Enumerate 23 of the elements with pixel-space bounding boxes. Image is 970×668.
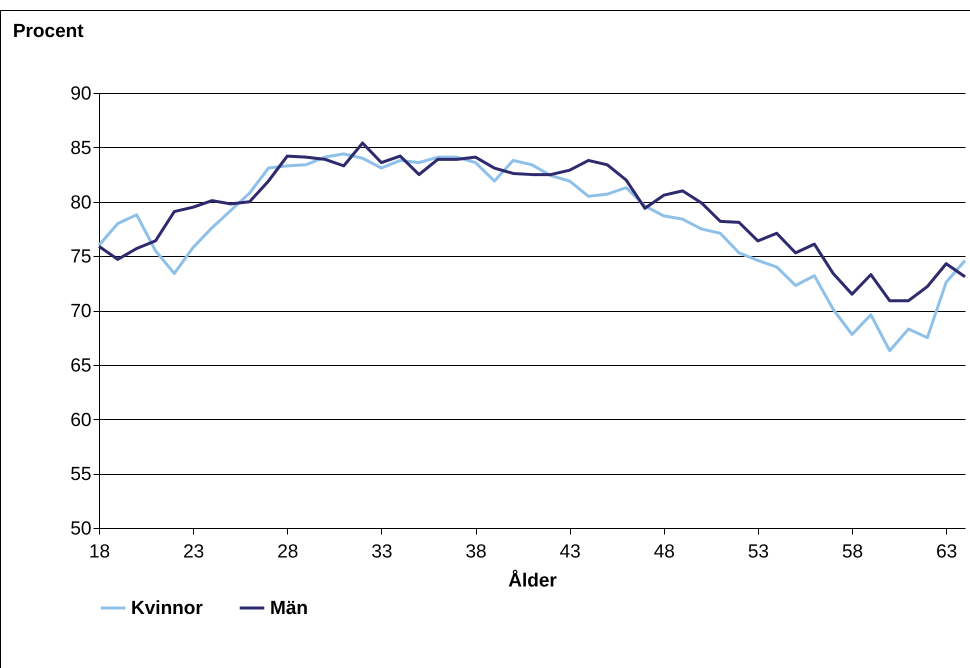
y-tick-label: 55 xyxy=(70,464,92,486)
x-axis-title: Ålder xyxy=(508,570,558,592)
y-tick-label: 60 xyxy=(70,410,92,431)
legend-label: Kvinnor xyxy=(131,598,204,619)
y-tick-label: 80 xyxy=(70,192,92,214)
x-tick-label: 23 xyxy=(183,542,204,562)
y-tick-label: 90 xyxy=(70,84,92,104)
x-tick-label: 58 xyxy=(842,542,864,562)
x-tick-label: 33 xyxy=(371,542,392,562)
y-tick-label: 50 xyxy=(70,518,92,540)
y-axis-title: Procent xyxy=(12,21,84,42)
x-tick-label: 43 xyxy=(560,542,581,562)
x-tick-label: 38 xyxy=(465,542,487,562)
x-tick-label: 18 xyxy=(88,542,110,562)
y-tick-label: 75 xyxy=(70,246,92,268)
y-tick-label: 85 xyxy=(70,138,92,159)
x-tick-label: 48 xyxy=(654,542,675,562)
y-tick-label: 70 xyxy=(70,301,92,322)
x-tick-label: 63 xyxy=(936,542,958,562)
y-tick-label: 65 xyxy=(70,355,92,376)
x-tick-label: 53 xyxy=(748,542,769,562)
legend-label: Män xyxy=(270,598,308,619)
x-tick-label: 28 xyxy=(277,542,298,562)
